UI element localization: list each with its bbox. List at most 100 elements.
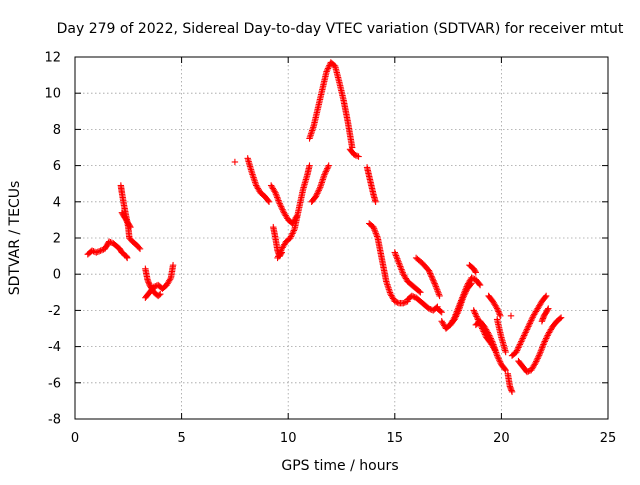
y-tick-label: 0 xyxy=(53,268,61,283)
data-point xyxy=(497,312,504,320)
x-tick-label: 10 xyxy=(280,431,297,446)
x-axis-label: GPS time / hours xyxy=(281,458,398,474)
data-point xyxy=(472,269,480,276)
data-point xyxy=(457,298,464,306)
data-point xyxy=(433,284,440,292)
data-point xyxy=(324,165,331,172)
data-point xyxy=(471,310,479,317)
data-point xyxy=(515,344,522,351)
data-point xyxy=(531,361,538,368)
data-point xyxy=(436,292,443,300)
data-point xyxy=(453,309,460,317)
data-point xyxy=(488,338,496,345)
data-point xyxy=(393,298,400,306)
data-point xyxy=(428,273,435,280)
data-point xyxy=(392,250,399,258)
data-point xyxy=(525,321,533,329)
data-point xyxy=(397,263,404,270)
data-point xyxy=(275,253,282,260)
y-tick-label: -2 xyxy=(48,304,61,319)
data-point xyxy=(371,227,378,234)
data-point xyxy=(496,358,504,365)
data-point xyxy=(351,151,358,158)
data-point xyxy=(539,342,547,350)
data-point xyxy=(556,315,564,322)
data-point xyxy=(276,250,283,257)
data-point xyxy=(454,306,461,314)
data-point xyxy=(395,260,403,267)
data-point xyxy=(437,308,444,315)
data-point xyxy=(502,348,509,356)
data-point xyxy=(166,276,174,283)
data-point xyxy=(496,356,503,364)
data-point xyxy=(536,350,543,358)
data-point xyxy=(519,335,526,342)
data-point xyxy=(135,244,143,251)
y-tick-label: 10 xyxy=(44,87,61,102)
data-point xyxy=(462,286,469,293)
data-point xyxy=(434,288,441,295)
data-point xyxy=(502,366,509,374)
data-point xyxy=(430,277,437,284)
data-point xyxy=(461,289,468,297)
data-point xyxy=(458,295,466,303)
data-point xyxy=(433,286,441,293)
data-point xyxy=(432,283,440,290)
data-point xyxy=(94,248,101,256)
data-point xyxy=(495,308,502,315)
data-point xyxy=(518,336,526,344)
data-point xyxy=(90,248,97,255)
data-point xyxy=(435,291,443,298)
data-point xyxy=(525,368,532,375)
data-point xyxy=(352,152,359,159)
data-point xyxy=(430,278,438,286)
data-point xyxy=(275,198,283,206)
data-point xyxy=(456,302,463,309)
data-point xyxy=(372,228,379,235)
data-point xyxy=(275,251,283,259)
data-point xyxy=(157,290,164,298)
data-point xyxy=(427,271,435,279)
y-tick-label: -6 xyxy=(48,376,61,391)
data-point xyxy=(473,313,480,320)
data-point xyxy=(438,309,445,316)
data-point xyxy=(527,318,534,326)
data-point xyxy=(279,206,286,213)
data-point xyxy=(520,333,527,341)
data-point xyxy=(521,330,529,338)
data-point xyxy=(169,261,177,269)
data-point xyxy=(391,249,398,256)
data-point xyxy=(372,198,379,205)
data-point xyxy=(391,298,398,305)
data-point xyxy=(280,207,287,215)
data-point xyxy=(495,355,502,362)
data-point xyxy=(528,317,535,324)
data-point xyxy=(289,228,297,236)
data-point xyxy=(494,353,502,361)
data-point xyxy=(460,291,467,298)
data-point xyxy=(528,315,536,323)
data-point xyxy=(539,344,546,351)
data-point xyxy=(455,303,462,310)
data-point xyxy=(264,197,272,204)
data-point xyxy=(493,352,501,359)
data-point xyxy=(313,191,320,199)
data-point xyxy=(98,246,106,254)
data-point xyxy=(271,188,278,195)
data-point xyxy=(289,230,296,237)
data-point xyxy=(525,323,532,330)
data-point xyxy=(392,252,400,259)
data-point xyxy=(537,347,545,354)
data-point xyxy=(394,257,402,264)
data-point xyxy=(533,358,540,365)
data-point xyxy=(452,311,459,318)
data-point xyxy=(488,336,495,344)
data-point xyxy=(105,238,113,245)
data-point xyxy=(542,292,550,300)
y-tick-label: -8 xyxy=(48,413,61,428)
data-point xyxy=(314,190,321,197)
data-point xyxy=(355,153,362,160)
data-point xyxy=(461,288,469,295)
data-point xyxy=(88,247,96,254)
